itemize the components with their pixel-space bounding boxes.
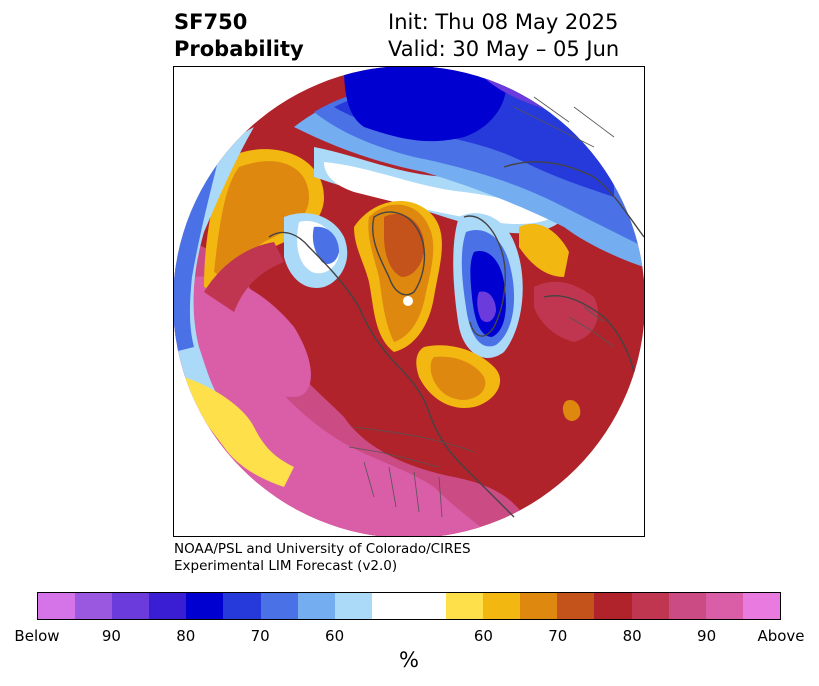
credit-line-1: NOAA/PSL and University of Colorado/CIRE… bbox=[174, 541, 471, 557]
colorbar-swatch bbox=[186, 593, 224, 619]
colorbar-swatch bbox=[742, 593, 780, 619]
field-navy-north bbox=[344, 67, 507, 142]
colorbar-swatch bbox=[149, 593, 187, 619]
colorbar-swatch bbox=[371, 593, 409, 619]
borders-us-states bbox=[348, 446, 443, 518]
colorbar-unit: % bbox=[399, 648, 419, 672]
colorbar bbox=[37, 592, 781, 620]
coastline-scandinavia bbox=[463, 215, 506, 337]
colorbar-swatch bbox=[112, 593, 150, 619]
valid-dates: Valid: 30 May – 05 Jun bbox=[388, 37, 620, 61]
colorbar-swatch bbox=[297, 593, 335, 619]
colorbar-tick-label: 90 bbox=[697, 627, 717, 645]
colorbar-tick-label: 70 bbox=[250, 627, 270, 645]
init-date: Init: Thu 08 May 2025 bbox=[388, 10, 619, 34]
field-violet-europe bbox=[477, 291, 496, 323]
coastline-europe-south bbox=[543, 295, 635, 373]
colorbar-swatch bbox=[594, 593, 632, 619]
title-variable: SF750 bbox=[174, 10, 248, 34]
field-crimson-east bbox=[534, 281, 598, 342]
colorbar-tick-label: 80 bbox=[176, 627, 196, 645]
colorbar-swatch bbox=[631, 593, 669, 619]
title-type: Probability bbox=[174, 37, 304, 61]
field-rust-central bbox=[384, 213, 425, 277]
coastlines bbox=[268, 161, 644, 518]
borders bbox=[348, 96, 615, 518]
north-pole-marker bbox=[403, 296, 413, 306]
colorbar-swatch bbox=[557, 593, 595, 619]
field-orange-nw bbox=[214, 161, 309, 282]
borders-asia bbox=[513, 96, 615, 148]
field-blue-pacific bbox=[174, 157, 219, 352]
credit-line-2: Experimental LIM Forecast (v2.0) bbox=[174, 558, 398, 574]
colorbar-swatch bbox=[483, 593, 521, 619]
colorbar-swatch bbox=[334, 593, 372, 619]
colorbar-swatch bbox=[38, 593, 76, 619]
colorbar-swatch bbox=[223, 593, 261, 619]
colorbar-swatch bbox=[75, 593, 113, 619]
field-orange-atlantic bbox=[430, 356, 486, 400]
field-pink-pacific bbox=[190, 276, 311, 397]
colorbar-tick-label: 70 bbox=[548, 627, 568, 645]
coastline-eurasia bbox=[503, 161, 644, 238]
colorbar-swatch bbox=[520, 593, 558, 619]
colorbar-tick-label: 60 bbox=[473, 627, 493, 645]
colorbar-tick-label: Above bbox=[757, 627, 805, 645]
field-gold-east bbox=[519, 223, 569, 277]
colorbar-swatch bbox=[668, 593, 706, 619]
date-block: Init: Thu 08 May 2025 Valid: 30 May – 05… bbox=[388, 9, 619, 63]
map-svg bbox=[174, 67, 644, 536]
coastline-americas bbox=[268, 231, 515, 518]
field-orange-spot bbox=[562, 399, 581, 421]
field-crimson-w bbox=[204, 242, 284, 312]
colorbar-tick-label: Below bbox=[14, 627, 60, 645]
colorbar-tick-label: 80 bbox=[622, 627, 642, 645]
field-blue-canada bbox=[312, 226, 339, 264]
polar-map bbox=[173, 66, 645, 537]
colorbar-swatch bbox=[408, 593, 447, 619]
border-us-canada bbox=[353, 426, 475, 453]
borders-europe bbox=[568, 306, 615, 348]
field-white-arctic bbox=[324, 162, 554, 224]
colorbar-tick-label: 60 bbox=[325, 627, 345, 645]
title-block: SF750 Probability bbox=[174, 9, 304, 63]
credit-text: NOAA/PSL and University of Colorado/CIRE… bbox=[174, 541, 471, 575]
probability-field bbox=[174, 67, 644, 536]
colorbar-swatch bbox=[446, 593, 484, 619]
colorbar-tick-label: 90 bbox=[101, 627, 121, 645]
coastline-greenland bbox=[372, 211, 426, 296]
field-yellow-coast bbox=[184, 377, 294, 487]
colorbar-swatch bbox=[705, 593, 743, 619]
colorbar-swatch bbox=[260, 593, 298, 619]
